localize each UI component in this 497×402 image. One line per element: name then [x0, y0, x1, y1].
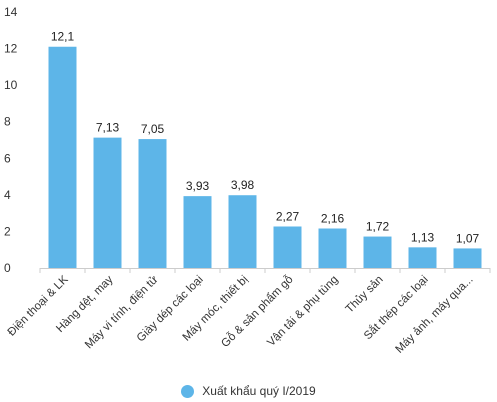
y-tick-label-7: 14: [4, 5, 18, 19]
y-tick-label-5: 10: [4, 78, 18, 92]
y-axis-ticks: 0 2 4 6 8 10 12 14: [4, 5, 18, 275]
data-label-4: 3,98: [231, 178, 255, 192]
bar-4: [229, 195, 257, 268]
data-label-0: 12,1: [51, 30, 75, 44]
legend: Xuất khẩu quý I/2019: [0, 380, 497, 402]
bar-9: [454, 248, 482, 268]
y-tick-label-1: 2: [4, 224, 11, 238]
data-label-2: 7,05: [141, 122, 165, 136]
y-tick-label-3: 6: [4, 151, 11, 165]
data-label-1: 7,13: [96, 121, 120, 135]
bar-7: [364, 237, 392, 268]
y-tick-label-6: 12: [4, 42, 18, 56]
legend-label: Xuất khẩu quý I/2019: [202, 384, 315, 398]
data-label-8: 1,13: [411, 230, 435, 244]
bar-3: [184, 196, 212, 268]
data-label-5: 2,27: [276, 209, 300, 223]
y-tick-label-4: 8: [4, 115, 11, 129]
x-label-7: Thủy sản: [344, 274, 386, 316]
legend-swatch: [181, 385, 194, 398]
x-label-9: Máy ảnh, máy qua...: [393, 274, 475, 356]
y-tick-label-2: 4: [4, 188, 11, 202]
data-label-9: 1,07: [456, 231, 480, 245]
bar-1: [94, 138, 122, 268]
bar-5: [274, 226, 302, 268]
data-label-3: 3,93: [186, 179, 210, 193]
bar-8: [409, 247, 437, 268]
y-tick-label-0: 0: [4, 261, 11, 275]
bar-2: [139, 139, 167, 268]
bar-6: [319, 229, 347, 268]
data-label-7: 1,72: [366, 220, 390, 234]
data-label-6: 2,16: [321, 212, 345, 226]
bar-0: [49, 47, 77, 268]
